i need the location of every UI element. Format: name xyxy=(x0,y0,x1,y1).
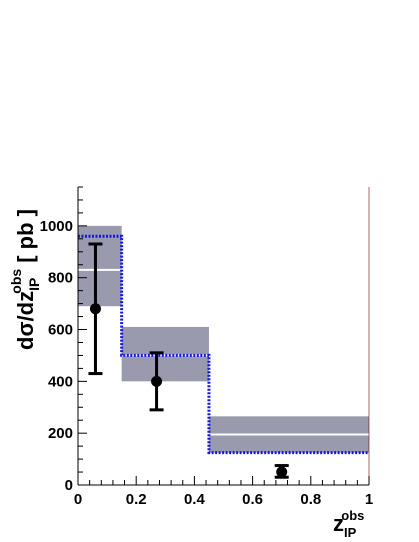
x-axis-title-sub: IP xyxy=(344,525,357,540)
data-points xyxy=(88,242,289,479)
model-histogram xyxy=(78,234,369,455)
y-axis-title-sup: obs xyxy=(8,269,24,294)
y-axis-title-mid: /dz xyxy=(13,291,38,322)
x-tick-label: 0 xyxy=(74,491,82,508)
x-tick-label: 0.8 xyxy=(300,491,321,508)
x-tick-label: 1 xyxy=(365,491,373,508)
model-step-line xyxy=(78,234,369,455)
x-tick-label: 0.6 xyxy=(242,491,263,508)
y-axis-title-sigma: σ xyxy=(13,321,38,336)
y-axis-title-sub: IP xyxy=(26,278,42,291)
x-tick-label: 0.4 xyxy=(184,491,206,508)
y-axis-title-prefix: d xyxy=(13,337,38,350)
x-axis-title: zIP obs xyxy=(333,508,364,540)
data-point-1 xyxy=(89,303,101,315)
band-bin-1 xyxy=(78,225,122,307)
x-axis-title-main: z xyxy=(333,511,344,536)
y-tick-label: 0 xyxy=(65,477,73,494)
y-tick-label: 600 xyxy=(48,322,73,339)
data-point-2 xyxy=(151,375,163,387)
y-axis-title: dσ/dzIPobs [ pb ] xyxy=(8,209,42,350)
y-tick-label: 1000 xyxy=(40,218,73,235)
y-tick-label: 800 xyxy=(48,270,73,287)
data-point-3 xyxy=(276,466,288,478)
y-tick-label: 400 xyxy=(48,373,73,390)
y-axis-title-unit: [ pb ] xyxy=(13,209,38,263)
x-tick-label: 0.2 xyxy=(126,491,147,508)
x-axis-title-sup: obs xyxy=(341,508,364,523)
tick-labels: 0 0.2 0.4 0.6 0.8 1 0 200 400 600 800 1000 xyxy=(40,218,374,508)
y-tick-label: 200 xyxy=(48,425,73,442)
axes xyxy=(77,186,370,486)
